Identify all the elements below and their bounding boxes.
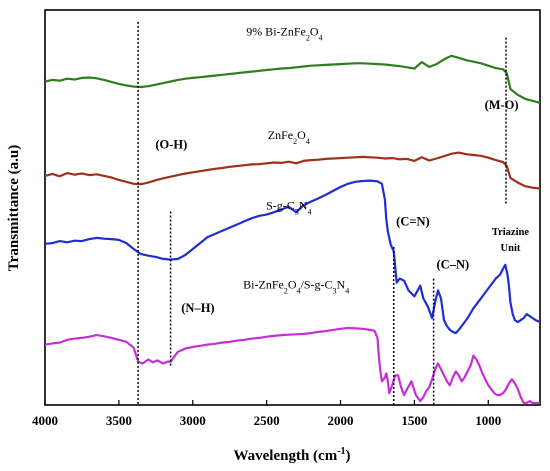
x-tick-label: 1000 <box>475 413 501 428</box>
series-line-4 <box>45 326 540 405</box>
annotation-1: (O-H) <box>155 137 187 151</box>
series-layer <box>45 54 540 405</box>
series-line-3 <box>45 179 540 335</box>
x-tick-label: 1500 <box>401 413 427 428</box>
vlines-layer <box>137 21 507 405</box>
series-label-4: Bi-ZnFe2O4/S-g-C3N4 <box>243 277 349 295</box>
annotation-7: Unit <box>501 243 521 254</box>
series-label-3: S-g-C3N4 <box>266 198 311 216</box>
x-axis-label-main: Wavelength (cm <box>233 448 337 464</box>
x-tick-label: 2000 <box>328 413 354 428</box>
annotation-4: (C–N) <box>437 258 470 272</box>
annotations: (O-H) (N–H) (C=N) (C–N) (M-O) Triazine Unit <box>155 98 529 315</box>
x-axis-label: Wavelength (cm-1) <box>233 446 350 464</box>
x-axis-label-tail: ) <box>346 448 351 464</box>
series-labels: 9% Bi-ZnFe2O4 ZnFe2O4 S-g-C3N4 Bi-ZnFe2O4/S… <box>243 25 349 295</box>
annotation-2: (N–H) <box>181 301 214 315</box>
x-axis-label-sup: -1 <box>337 446 345 457</box>
x-axis-ticks: 4000 3500 3000 2500 2000 1500 1000 <box>32 400 501 428</box>
annotation-6: Triazine <box>492 227 529 238</box>
annotation-3: (C=N) <box>396 214 430 228</box>
x-tick-label: 2500 <box>254 413 280 428</box>
plot-frame <box>44 9 541 406</box>
series-line-2 <box>45 151 540 190</box>
series-label-1: 9% Bi-ZnFe2O4 <box>246 25 322 43</box>
series-label-2: ZnFe2O4 <box>268 128 310 146</box>
x-tick-label: 4000 <box>32 413 58 428</box>
y-axis-label: Transmittance (a.u) <box>6 145 22 271</box>
series-line-1 <box>45 54 540 104</box>
annotation-5: (M-O) <box>485 98 519 112</box>
x-tick-label: 3000 <box>180 413 206 428</box>
x-tick-label: 3500 <box>106 413 132 428</box>
